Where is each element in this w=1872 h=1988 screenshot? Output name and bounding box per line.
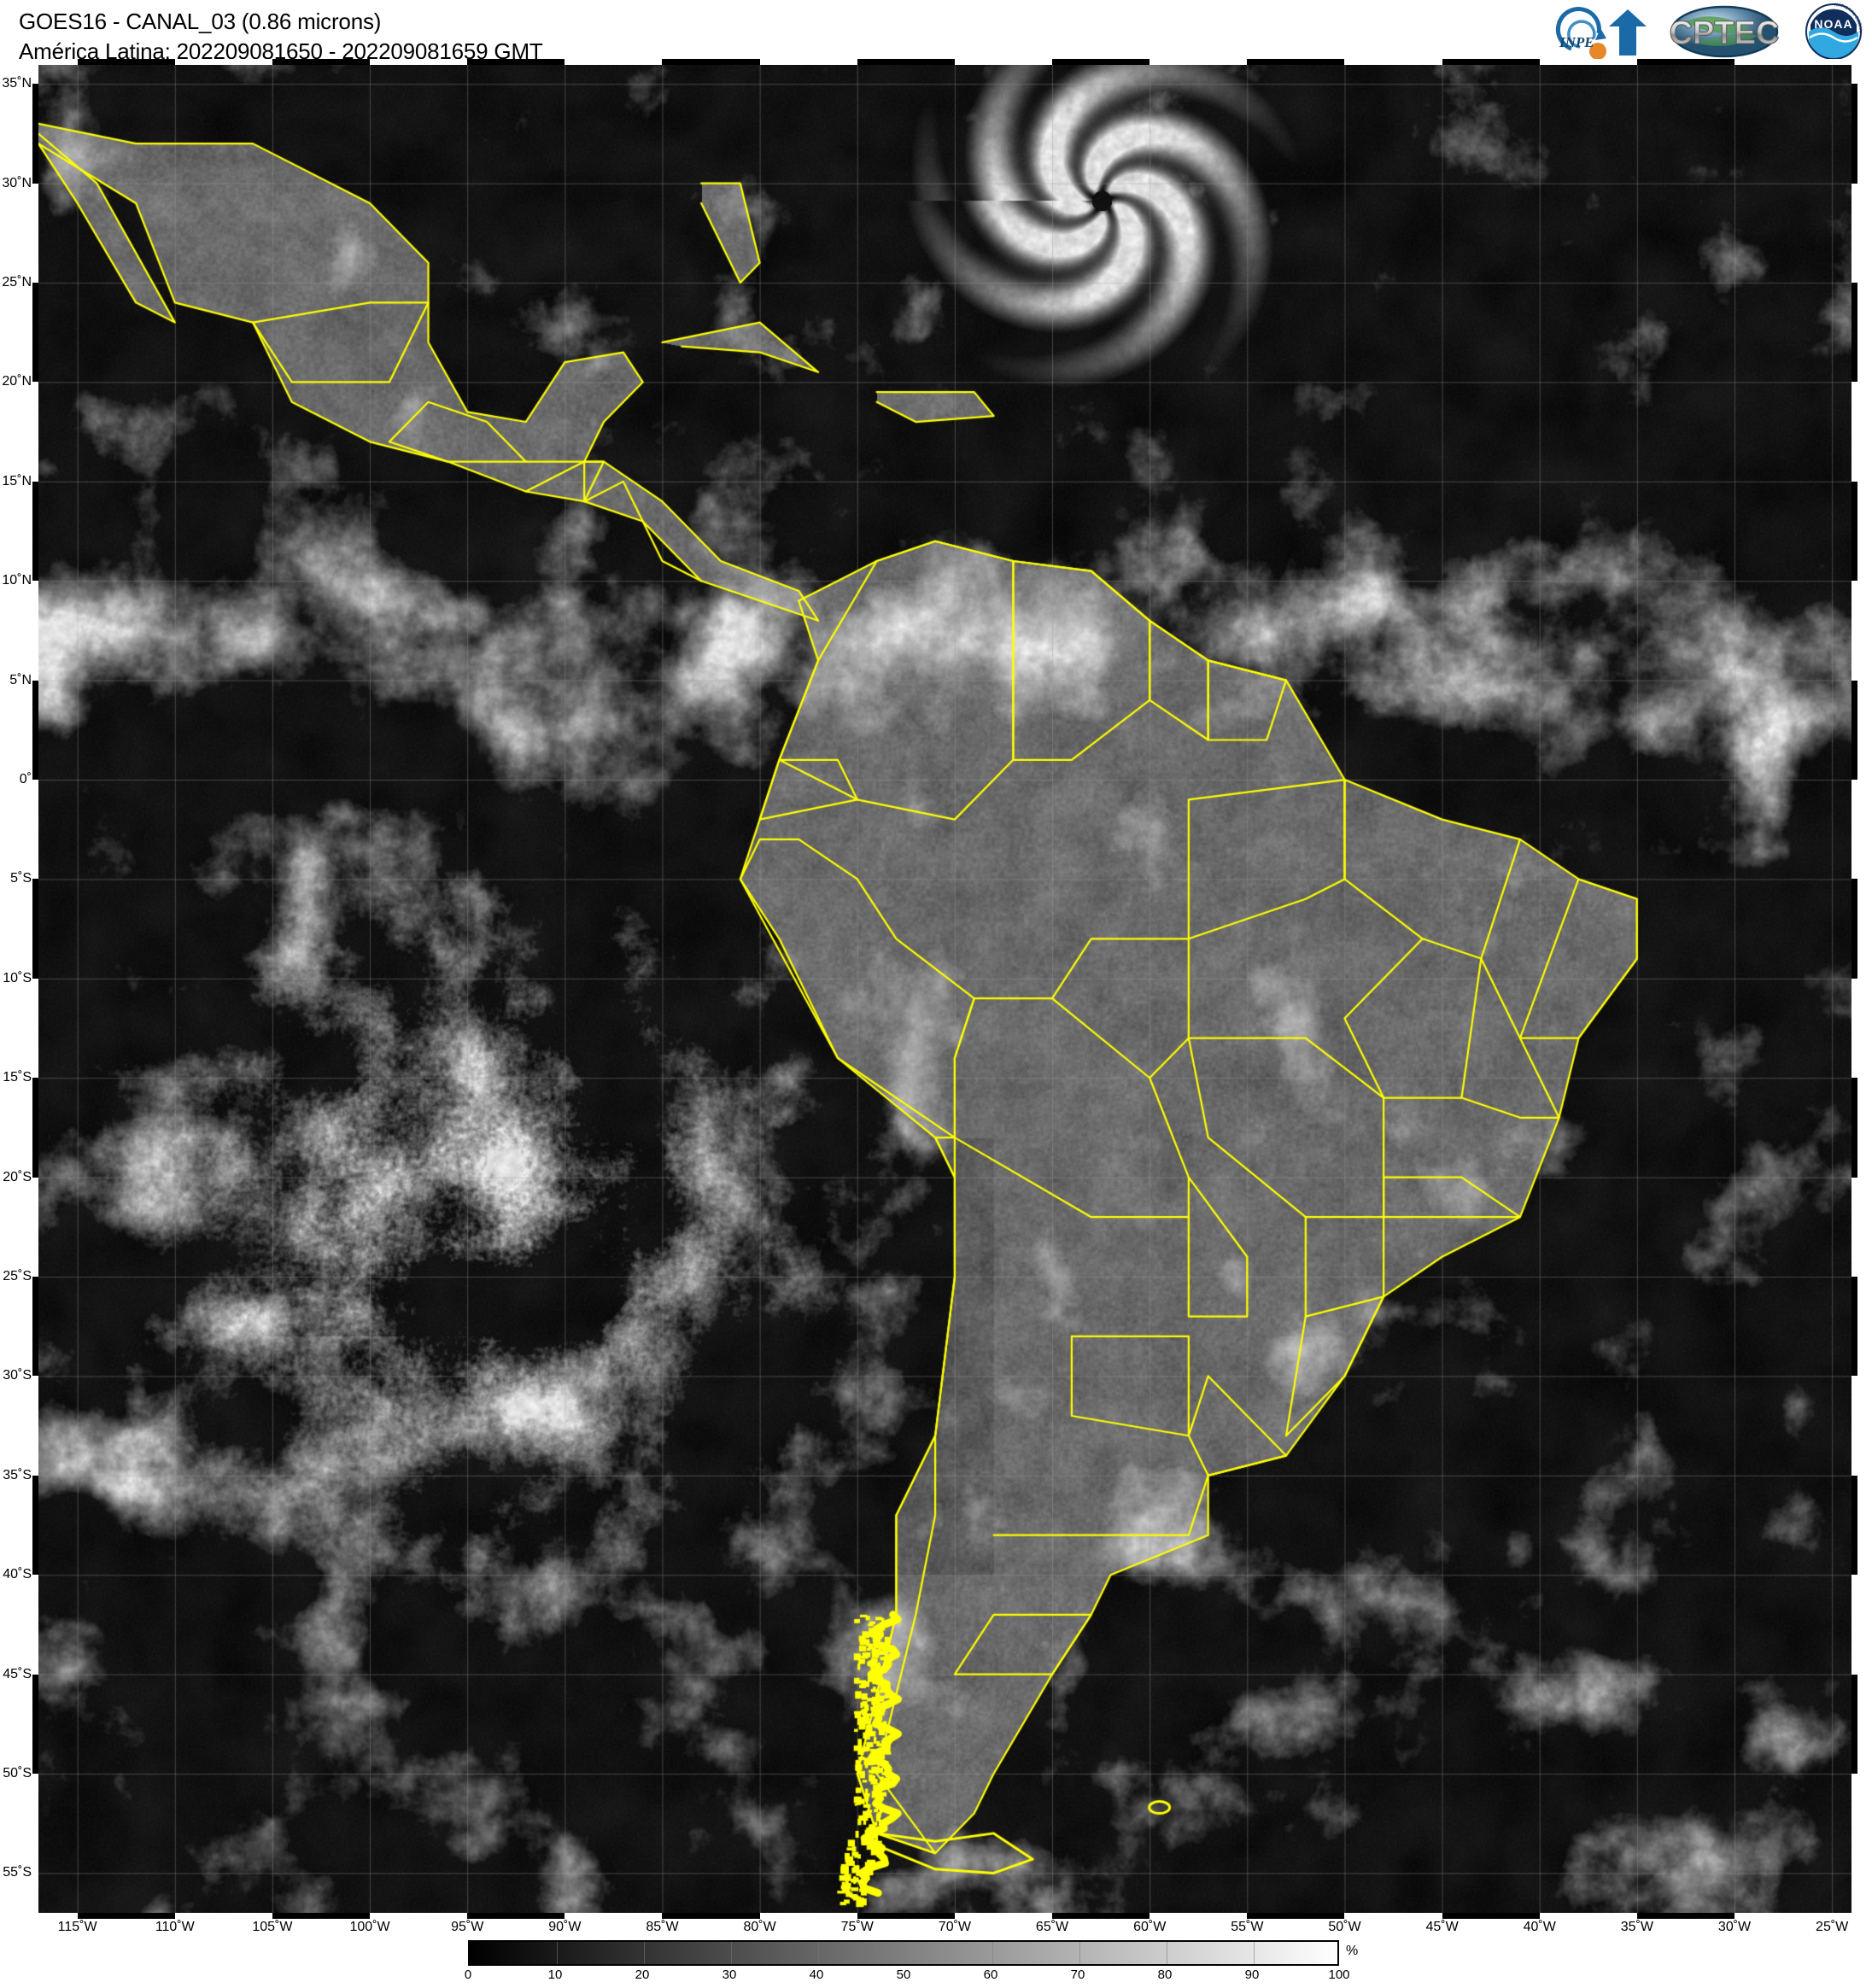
longitude-tick-label: 60˚W xyxy=(1133,1920,1167,1934)
longitude-axis: 115˚W 110˚W 105˚W 100˚W 95˚W 90˚W 85˚W 80˚W 75˚W… xyxy=(38,1920,1852,1942)
satellite-image-canvas xyxy=(38,64,1852,1913)
latitude-tick-label: 40˚S xyxy=(3,1567,32,1582)
latitude-tick-label: 25˚S xyxy=(3,1269,32,1284)
colorbar-tick: 80 xyxy=(1157,1968,1173,1982)
colorbar-tick: 20 xyxy=(635,1968,650,1982)
longitude-tick-label: 50˚W xyxy=(1328,1920,1361,1934)
longitude-tick-label: 35˚W xyxy=(1620,1920,1654,1934)
noaa-logo: NOAA NATIONAL OCEANIC AND ATMOSPHERIC AD… xyxy=(1800,3,1863,60)
longitude-tick-label: 40˚W xyxy=(1523,1920,1556,1934)
colorbar-tick: 100 xyxy=(1328,1968,1350,1982)
header: GOES16 - CANAL_03 (0.86 microns) América… xyxy=(0,0,1872,64)
colorbar-tick-labels: 0 10 20 30 40 50 60 70 80 90 100 xyxy=(464,1968,1350,1988)
latitude-tick-label: 5˚N xyxy=(9,672,32,687)
latitude-tick-label: 35˚N xyxy=(2,76,32,91)
colorbar-tick: 40 xyxy=(809,1968,824,1982)
colorbar-tick: 10 xyxy=(547,1968,563,1982)
cptec-logo: CPTEC xyxy=(1669,5,1780,58)
longitude-tick-label: 25˚W xyxy=(1816,1920,1849,1934)
colorbar: 0 10 20 30 40 50 60 70 80 90 100 % xyxy=(465,1940,1358,1982)
latitude-tick-label: 0˚ xyxy=(19,772,32,787)
longitude-tick-label: 55˚W xyxy=(1231,1920,1264,1934)
logo-bar: INPE CPTEC xyxy=(1546,2,1867,61)
longitude-tick-label: 105˚W xyxy=(252,1920,293,1934)
latitude-tick-label: 55˚S xyxy=(3,1865,32,1880)
colorbar-tick: 60 xyxy=(983,1968,998,1982)
title-product-line: GOES16 - CANAL_03 (0.86 microns) xyxy=(19,9,382,34)
latitude-tick-label: 10˚N xyxy=(2,573,32,588)
longitude-tick-label: 80˚W xyxy=(743,1920,776,1934)
longitude-tick-label: 30˚W xyxy=(1717,1920,1752,1934)
satellite-map[interactable] xyxy=(38,64,1852,1913)
longitude-tick-label: 100˚W xyxy=(349,1920,390,1934)
latitude-axis: 35˚N 30˚N 25˚N 20˚N 15˚N 10˚N 5˚N 0˚ 5˚S 10˚S 15˚S… xyxy=(0,64,38,1913)
latitude-tick-label: 10˚S xyxy=(3,970,32,985)
latitude-tick-label: 20˚N xyxy=(2,374,32,389)
longitude-tick-label: 95˚W xyxy=(451,1920,484,1934)
latitude-tick-label: 20˚S xyxy=(3,1169,32,1184)
longitude-tick-label: 85˚W xyxy=(646,1920,679,1934)
longitude-tick-label: 70˚W xyxy=(938,1920,972,1934)
colorbar-tick: 50 xyxy=(896,1968,911,1982)
latitude-tick-label: 5˚S xyxy=(10,871,32,886)
latitude-tick-label: 50˚S xyxy=(3,1766,32,1781)
map-tick-ribbon-bottom xyxy=(38,1913,1852,1919)
colorbar-tick: 70 xyxy=(1070,1968,1085,1982)
svg-text:NOAA: NOAA xyxy=(1814,17,1852,31)
colorbar-tick: 0 xyxy=(464,1968,472,1982)
latitude-tick-label: 15˚N xyxy=(2,473,32,488)
colorbar-tick: 30 xyxy=(722,1968,737,1982)
latitude-tick-label: 45˚S xyxy=(3,1666,32,1681)
longitude-tick-label: 45˚W xyxy=(1425,1920,1459,1934)
page-title: GOES16 - CANAL_03 (0.86 microns) América… xyxy=(19,7,543,66)
longitude-tick-label: 110˚W xyxy=(155,1920,195,1934)
longitude-tick-label: 65˚W xyxy=(1035,1920,1069,1934)
map-tick-ribbon-right xyxy=(1852,64,1857,1913)
svg-text:INPE: INPE xyxy=(1559,34,1594,50)
longitude-tick-label: 90˚W xyxy=(548,1920,582,1934)
longitude-tick-label: 115˚W xyxy=(57,1920,97,1934)
latitude-tick-label: 25˚N xyxy=(2,275,32,290)
latitude-tick-label: 30˚N xyxy=(2,175,32,190)
colorbar-tick: 90 xyxy=(1244,1968,1260,1982)
colorbar-unit-label: % xyxy=(1346,1944,1359,1958)
longitude-tick-label: 75˚W xyxy=(840,1920,874,1934)
latitude-tick-label: 35˚S xyxy=(3,1467,32,1482)
colorbar-gradient xyxy=(468,1940,1339,1966)
latitude-tick-label: 15˚S xyxy=(3,1070,32,1085)
latitude-tick-label: 30˚S xyxy=(3,1368,32,1383)
svg-text:CPTEC: CPTEC xyxy=(1670,15,1780,51)
inpe-logo: INPE xyxy=(1555,7,1647,60)
title-region-time-line: América Latina: 202209081650 - 202209081… xyxy=(19,38,543,64)
